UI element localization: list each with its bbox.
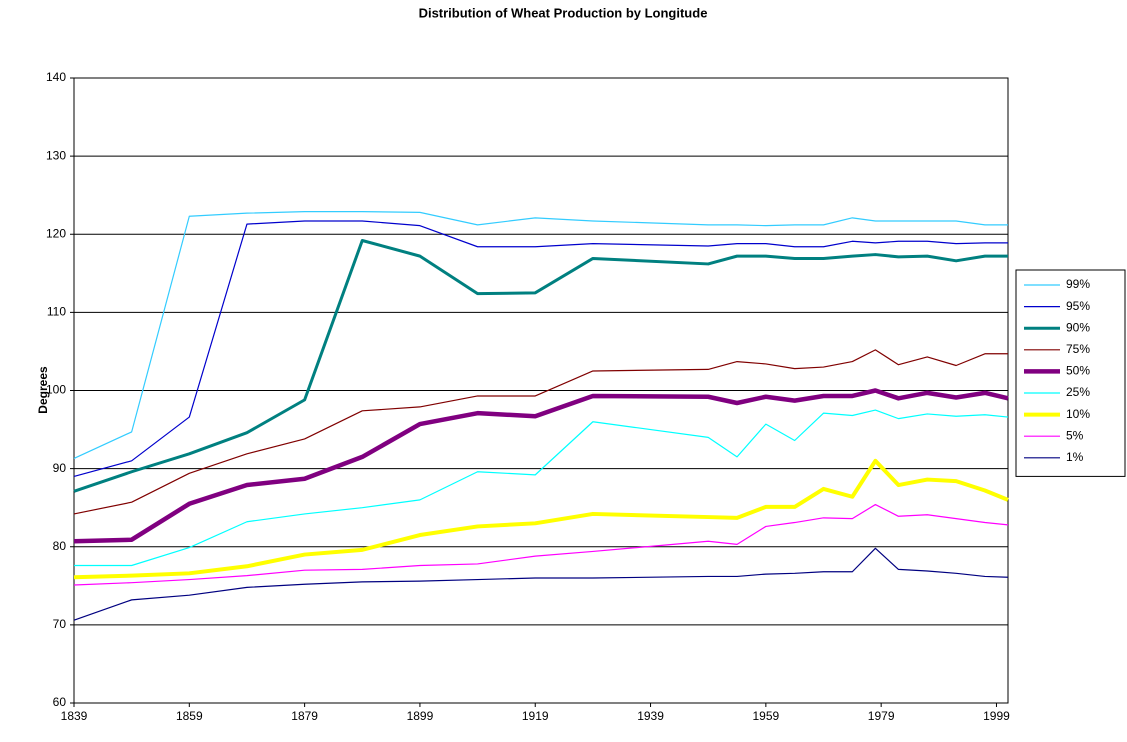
x-tick-label: 1959 (753, 709, 780, 723)
legend-label: 90% (1066, 320, 1090, 334)
y-tick-label: 60 (53, 695, 67, 709)
legend-label: 10% (1066, 407, 1090, 421)
y-tick-label: 90 (53, 461, 67, 475)
series-line (73, 220, 1008, 478)
x-tick-label: 1899 (407, 709, 434, 723)
x-tick-label: 1839 (61, 709, 88, 723)
y-tick-label: 100 (46, 383, 66, 397)
y-tick-label: 70 (53, 617, 67, 631)
series-line (73, 547, 1009, 621)
y-tick-label: 80 (53, 539, 67, 553)
series-line (74, 409, 1009, 567)
y-axis-label: Degrees (36, 366, 50, 414)
legend-label: 99% (1066, 277, 1090, 291)
x-tick-label: 1879 (291, 709, 318, 723)
legend-label: 5% (1066, 428, 1084, 442)
legend-label: 75% (1066, 342, 1090, 356)
chart-title: Distribution of Wheat Production by Long… (419, 5, 708, 20)
y-tick-label: 130 (46, 148, 66, 162)
series-line (73, 239, 1008, 493)
y-tick-label: 140 (46, 70, 66, 84)
legend-label: 25% (1066, 385, 1090, 399)
y-tick-label: 120 (46, 226, 66, 240)
x-tick-label: 1939 (637, 709, 664, 723)
y-tick-label: 110 (47, 305, 66, 319)
legend-label: 50% (1066, 364, 1090, 378)
x-tick-label: 1999 (983, 709, 1010, 723)
x-tick-label: 1859 (176, 709, 203, 723)
plot-border (73, 77, 1009, 704)
series-line (73, 503, 1009, 586)
x-tick-label: 1979 (868, 709, 895, 723)
x-tick-label: 1919 (522, 709, 549, 723)
series-line (73, 388, 1009, 544)
series-line (73, 210, 1008, 460)
series-line (73, 458, 1009, 580)
legend-label: 95% (1066, 299, 1090, 313)
series-line (73, 349, 1008, 515)
legend-label: 1% (1066, 450, 1084, 464)
